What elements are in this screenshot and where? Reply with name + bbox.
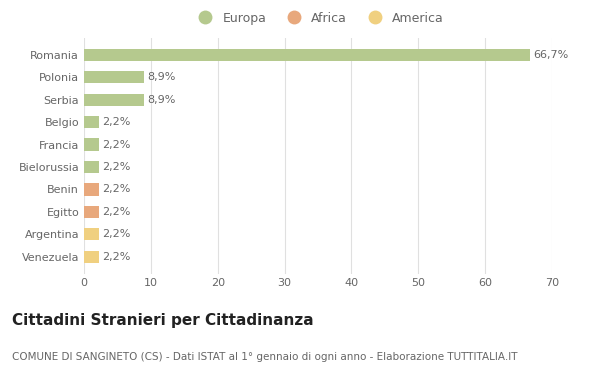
Legend: Europa, Africa, America: Europa, Africa, America bbox=[187, 6, 449, 30]
Bar bbox=[84, 138, 99, 151]
Bar bbox=[84, 206, 99, 218]
Bar bbox=[84, 116, 99, 128]
Bar bbox=[84, 71, 143, 84]
Bar bbox=[84, 250, 99, 263]
Text: 8,9%: 8,9% bbox=[147, 72, 175, 82]
Text: 66,7%: 66,7% bbox=[533, 50, 569, 60]
Bar bbox=[84, 49, 530, 61]
Text: 2,2%: 2,2% bbox=[102, 207, 130, 217]
Bar bbox=[84, 93, 143, 106]
Bar bbox=[84, 228, 99, 241]
Text: 2,2%: 2,2% bbox=[102, 229, 130, 239]
Text: Cittadini Stranieri per Cittadinanza: Cittadini Stranieri per Cittadinanza bbox=[12, 314, 314, 328]
Bar bbox=[84, 161, 99, 173]
Text: 2,2%: 2,2% bbox=[102, 252, 130, 262]
Text: 2,2%: 2,2% bbox=[102, 117, 130, 127]
Text: 2,2%: 2,2% bbox=[102, 184, 130, 195]
Bar bbox=[84, 183, 99, 196]
Text: 2,2%: 2,2% bbox=[102, 162, 130, 172]
Text: COMUNE DI SANGINETO (CS) - Dati ISTAT al 1° gennaio di ogni anno - Elaborazione : COMUNE DI SANGINETO (CS) - Dati ISTAT al… bbox=[12, 352, 517, 361]
Text: 2,2%: 2,2% bbox=[102, 139, 130, 150]
Text: 8,9%: 8,9% bbox=[147, 95, 175, 105]
